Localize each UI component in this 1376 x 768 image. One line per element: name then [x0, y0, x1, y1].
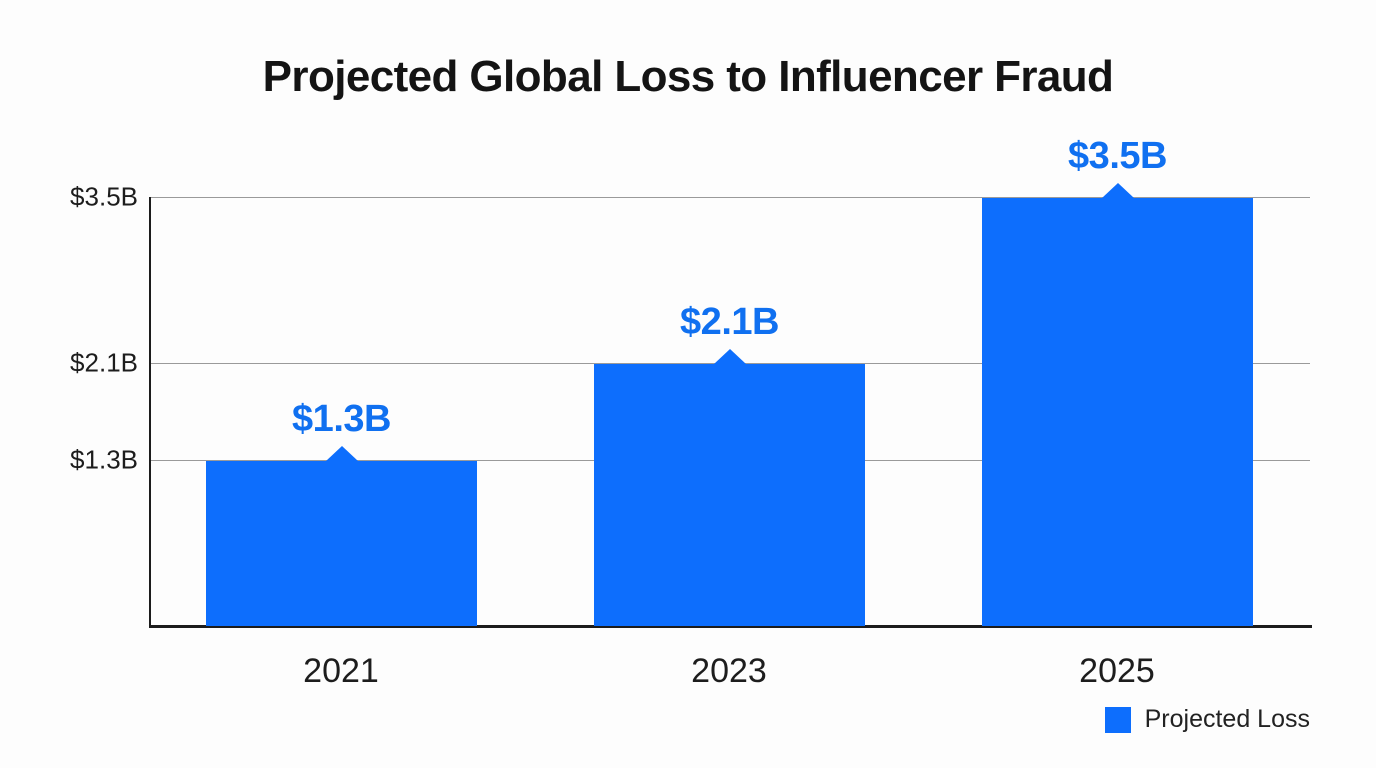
y-axis-tick-label-1: $1.3B [70, 444, 138, 475]
bar-2025[interactable] [982, 198, 1253, 626]
plot-area: $1.3B $2.1B $3.5B 2021 2023 2025 [149, 135, 1312, 690]
legend-swatch-projected-loss [1104, 706, 1131, 733]
bar-pointer-2025 [1101, 183, 1134, 198]
bar-group-2023[interactable]: $2.1B [594, 301, 865, 626]
x-axis-line [149, 625, 1312, 628]
y-axis-tick-label-3: $3.5B [70, 181, 138, 212]
legend-label-projected-loss: Projected Loss [1144, 705, 1310, 733]
gridline-3-5b [149, 197, 1310, 198]
bar-value-label-2023: $2.1B [680, 301, 779, 343]
x-axis-tick-label-2021: 2021 [303, 652, 379, 690]
y-axis-tick-label-2: $2.1B [70, 347, 138, 378]
x-axis-tick-label-2025: 2025 [1079, 652, 1155, 690]
bar-2021[interactable] [206, 461, 477, 626]
chart-title: Projected Global Loss to Influencer Frau… [262, 52, 1114, 101]
bar-pointer-2023 [713, 349, 746, 364]
bar-group-2025[interactable]: $3.5B [982, 135, 1253, 626]
bar-value-label-2021: $1.3B [292, 398, 391, 440]
x-axis-tick-label-2023: 2023 [691, 652, 767, 690]
bar-pointer-2021 [325, 446, 358, 461]
bar-group-2021[interactable]: $1.3B [206, 398, 477, 626]
chart-legend: Projected Loss [1104, 705, 1310, 734]
bar-2023[interactable] [594, 364, 865, 626]
y-axis-spine [149, 197, 151, 626]
bar-value-label-2025: $3.5B [1068, 135, 1167, 177]
